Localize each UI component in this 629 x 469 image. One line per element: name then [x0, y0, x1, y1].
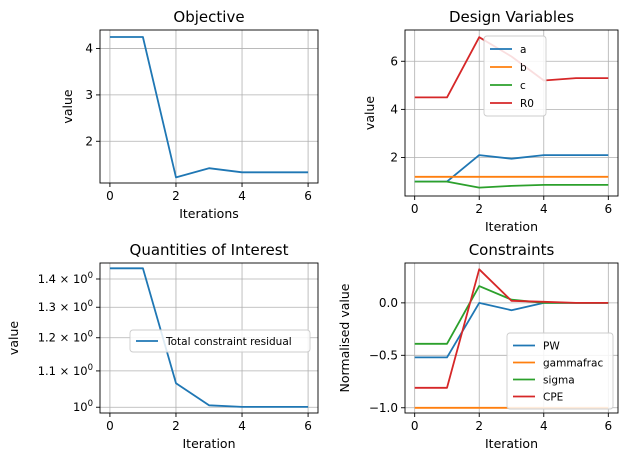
x-axis-label: Iteration [182, 436, 235, 451]
legend: abc R0 [483, 35, 547, 117]
x-tick-label: 0 [411, 419, 419, 433]
legend-box [483, 35, 547, 117]
series-line-series-0 [109, 36, 309, 179]
legend-label: CPE [543, 392, 563, 404]
legend-label: R0 [520, 98, 534, 110]
y-axis-label: value [362, 96, 377, 130]
legend-label: c [520, 80, 526, 92]
y-tick-label: 6 [390, 54, 398, 68]
chart-title: Constraints [469, 241, 555, 259]
legend: Total constraint residual [129, 329, 311, 353]
x-tick-label: 2 [172, 419, 180, 433]
legend-box [506, 332, 614, 410]
chart-panel-1: 0 2 4 6 2 3 4 Objective Iterations value [60, 8, 319, 221]
x-tick-label: 0 [411, 202, 419, 216]
chart-panel-3: 0 2 4 6 100 1.1 × 100 1.2 × 100 1.3 × 100 1.4 × … [6, 241, 319, 451]
x-tick-label: 0 [106, 189, 114, 203]
chart-title: Quantities of Interest [130, 241, 289, 259]
series-line-CPE [414, 268, 609, 389]
x-tick-label: 0 [106, 419, 114, 433]
x-axis-label: Iteration [485, 219, 538, 234]
x-axis-label: Iteration [485, 436, 538, 451]
x-tick-label: 4 [540, 202, 548, 216]
series-line-Total constraint residual [109, 267, 309, 408]
x-tick-label: 2 [475, 419, 483, 433]
legend-label: PW [543, 341, 560, 353]
legend-label: Total constraint residual [165, 336, 292, 348]
x-tick-label: 2 [475, 202, 483, 216]
chart-panel-2: 0 2 4 6 2 4 6 Design Variables Iteration value abc… [362, 8, 619, 234]
plot-frame [404, 262, 619, 414]
y-tick-label: 1.2 × 100 [38, 330, 93, 345]
y-tick-label: 2 [390, 151, 398, 165]
legend-label: sigma [543, 375, 575, 387]
x-tick-label: 6 [604, 419, 612, 433]
legend: PW gammafrac sigma CPE [506, 332, 614, 410]
legend-label: b [520, 62, 527, 74]
legend-label: a [520, 44, 526, 56]
series-line-c [414, 180, 609, 189]
chart-title: Design Variables [449, 8, 574, 26]
legend-label: gammafrac [543, 358, 603, 370]
y-tick-label: −1.0 [369, 401, 398, 415]
plot-frame [99, 29, 319, 184]
x-tick-label: 6 [304, 419, 312, 433]
y-tick-label: 1.3 × 100 [38, 299, 93, 314]
y-tick-label: 1.4 × 100 [38, 271, 93, 286]
x-tick-label: 2 [172, 189, 180, 203]
y-tick-label: 0.0 [379, 296, 398, 310]
y-tick-label: 100 [73, 399, 93, 414]
y-tick-label: 4 [390, 102, 398, 116]
chart-panel-4: 0 2 4 6 −1.0 −0.5 0.0 Constraints Iteration Norma… [337, 241, 619, 451]
x-tick-label: 6 [604, 202, 612, 216]
y-axis-label: Normalised value [337, 283, 352, 392]
y-tick-label: 3 [85, 88, 93, 102]
x-tick-label: 4 [238, 189, 246, 203]
y-tick-label: 2 [85, 134, 93, 148]
y-tick-label: 1.1 × 100 [38, 363, 93, 378]
plot-frame [404, 29, 619, 197]
x-tick-label: 6 [304, 189, 312, 203]
x-tick-label: 4 [540, 419, 548, 433]
x-tick-label: 4 [238, 419, 246, 433]
y-axis-label: value [6, 321, 21, 355]
chart-title: Objective [173, 8, 244, 26]
y-axis-label: value [60, 89, 75, 123]
y-tick-label: 4 [85, 42, 93, 56]
y-tick-label: −0.5 [369, 348, 398, 362]
legend-box [129, 329, 311, 353]
x-axis-label: Iterations [179, 206, 239, 221]
